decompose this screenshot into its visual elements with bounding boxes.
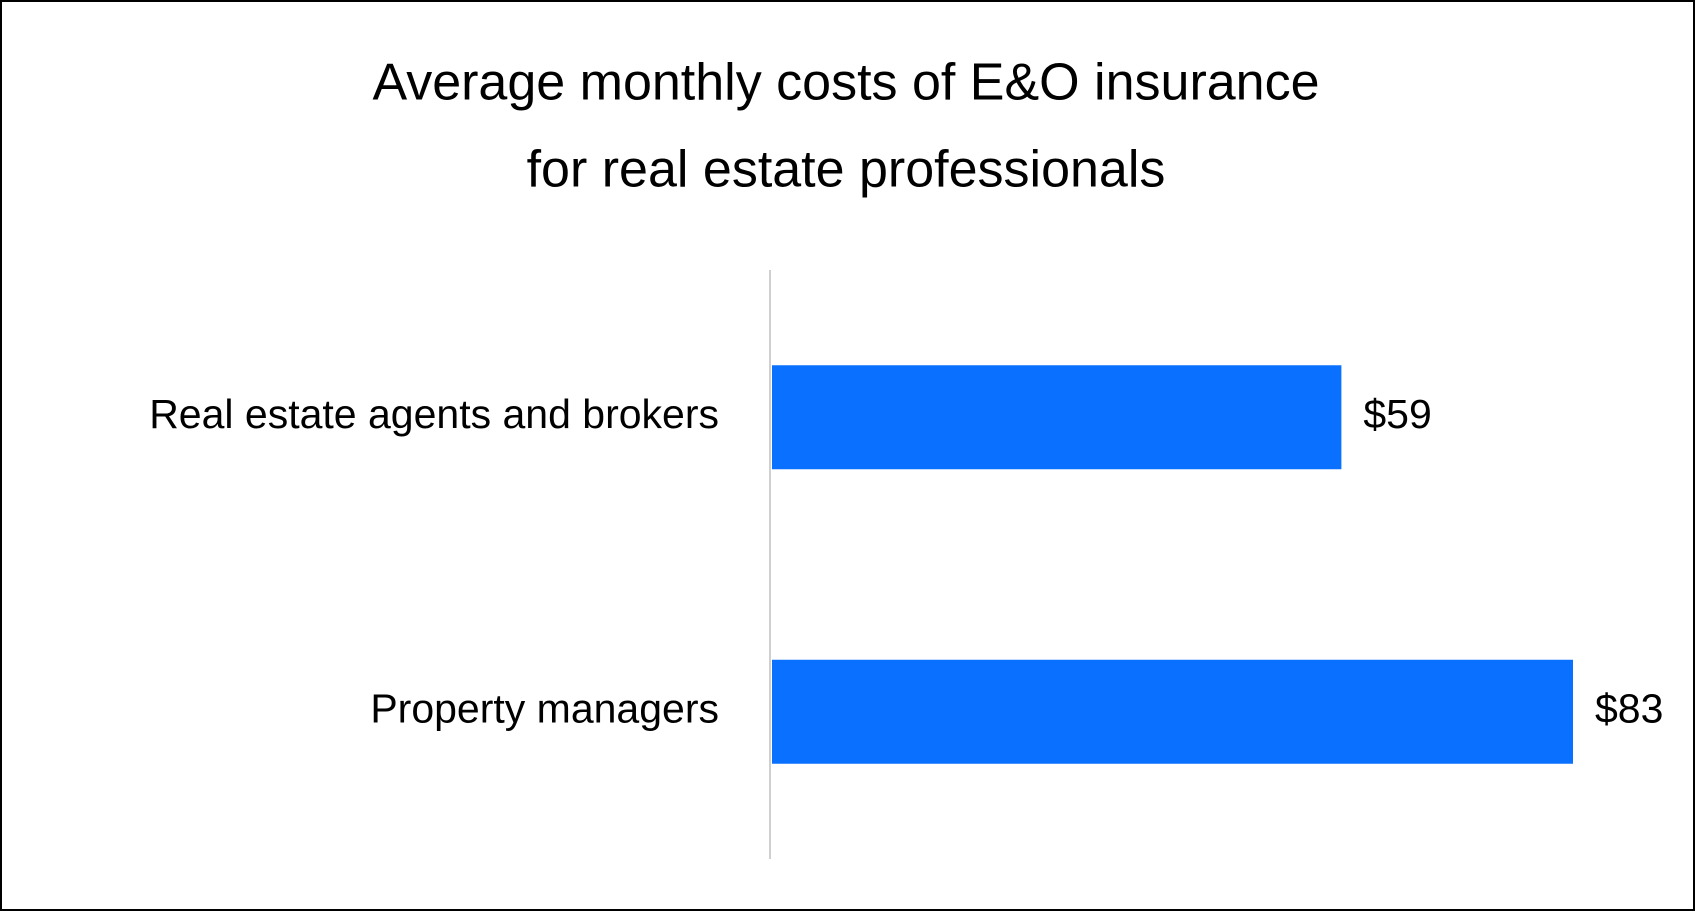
- category-label: Property managers: [370, 686, 719, 732]
- value-label: $83: [1595, 686, 1663, 732]
- bar: [772, 659, 1573, 764]
- chart-title: Average monthly costs of E&O insurance: [372, 54, 1319, 112]
- chart-title: for real estate professionals: [527, 141, 1166, 199]
- category-label: Real estate agents and brokers: [149, 391, 719, 437]
- value-label: $59: [1363, 391, 1431, 437]
- bar: [772, 365, 1342, 470]
